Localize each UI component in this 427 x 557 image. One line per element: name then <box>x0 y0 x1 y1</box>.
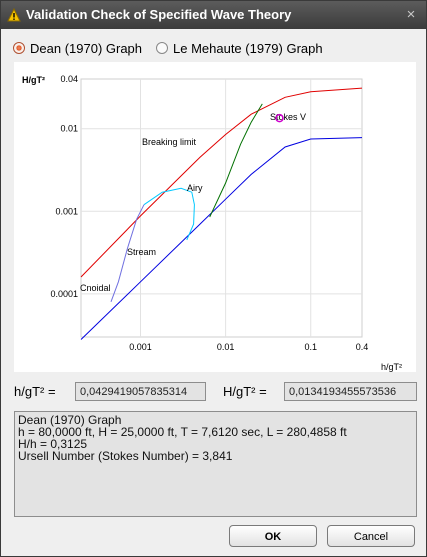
x-tick-label-0: 0.001 <box>129 342 152 352</box>
result-line-2: h = 80,0000 ft, H = 25,0000 ft, T = 7,61… <box>18 425 347 439</box>
y-tick-label-2: 0.001 <box>55 206 78 216</box>
h-label: h/gT² = <box>14 384 56 399</box>
region-label-stream: Stream <box>127 247 156 257</box>
radio-dean[interactable]: Dean (1970) Graph <box>13 39 142 57</box>
H-value-field[interactable]: 0,0134193455573536 <box>284 382 417 401</box>
result-line-4: Ursell Number (Stokes Number) = 3,841 <box>18 449 233 463</box>
breaking-limit-line <box>80 87 363 278</box>
radio-lemehaute-indicator[interactable] <box>156 42 168 54</box>
stream-boundary-line <box>143 187 195 241</box>
window-title: Validation Check of Specified Wave Theor… <box>26 7 292 22</box>
x-tick-label-2: 0.1 <box>304 342 317 352</box>
y-tick-label-1: 0.01 <box>60 124 78 134</box>
region-label-cnoidal: Cnoidal <box>80 283 111 293</box>
H-label: H/gT² = <box>223 384 267 399</box>
close-icon[interactable]: × <box>406 6 416 23</box>
plot-frame <box>80 78 363 338</box>
design-point-marker <box>275 113 284 123</box>
radio-lemehaute[interactable]: Le Mehaute (1979) Graph <box>156 39 323 57</box>
x-axis-label: h/gT² <box>381 362 402 372</box>
h-value-field[interactable]: 0,0429419057835314 <box>75 382 206 401</box>
region-label-airy: Airy <box>187 183 203 193</box>
x-tick-label-1: 0.01 <box>217 342 235 352</box>
x-tick-label-3: 0.4 <box>356 342 369 352</box>
result-line-3: H/h = 0,3125 <box>18 437 88 451</box>
title-bar: Validation Check of Specified Wave Theor… <box>1 1 426 29</box>
wave-theory-chart: H/gT² h/gT² 0.04 0.01 0.001 0.0001 0.001 0.01 0.… <box>14 62 416 372</box>
radio-dean-indicator[interactable] <box>13 42 25 54</box>
airy-boundary-line <box>209 103 263 218</box>
radio-lemehaute-label: Le Mehaute (1979) Graph <box>173 40 323 56</box>
region-label-breaking: Breaking limit <box>142 137 197 147</box>
radio-dean-label: Dean (1970) Graph <box>30 40 143 56</box>
shallow-limit-line <box>80 137 363 340</box>
region-label-stokes: Stokes V <box>270 112 306 122</box>
chart-canvas: H/gT² h/gT² 0.04 0.01 0.001 0.0001 0.001 0.01 0.… <box>22 74 402 372</box>
result-text[interactable]: Dean (1970) Graph h = 80,0000 ft, H = 25… <box>14 411 417 517</box>
result-line-1: Dean (1970) Graph <box>18 413 122 427</box>
cancel-button[interactable]: Cancel <box>327 525 415 547</box>
y-tick-label-3: 0.0001 <box>50 289 78 299</box>
cnoidal-boundary-line <box>110 204 145 302</box>
ok-button[interactable]: OK <box>229 525 317 547</box>
y-axis-label: H/gT² <box>22 75 45 85</box>
y-tick-label-0: 0.04 <box>60 74 78 84</box>
warning-icon <box>7 8 21 22</box>
